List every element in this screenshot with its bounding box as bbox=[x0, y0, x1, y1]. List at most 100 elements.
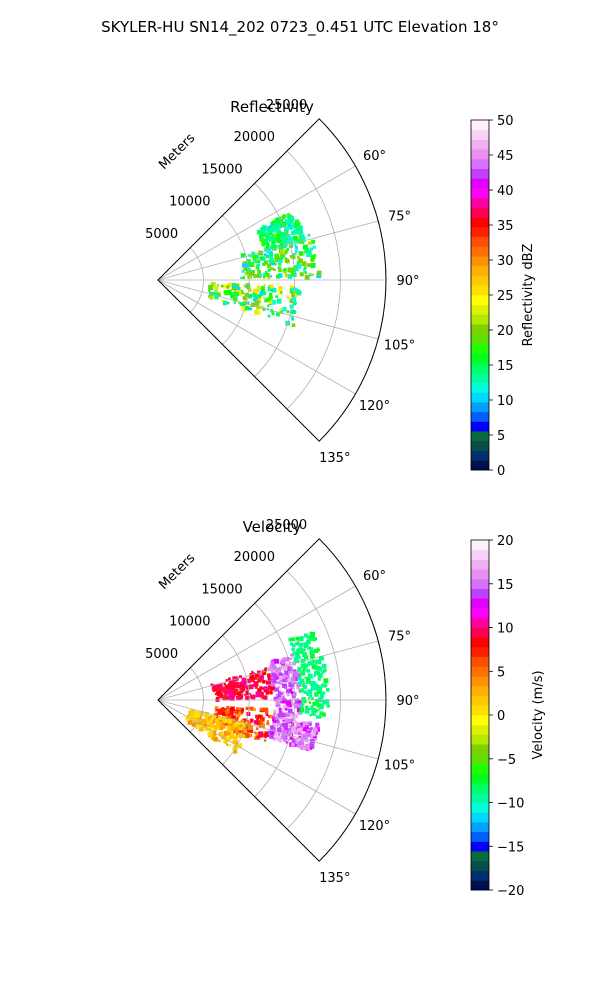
reflectivity-echo-cell bbox=[269, 233, 272, 236]
reflectivity-echo-cell bbox=[248, 288, 252, 292]
reflectivity-echo-cell bbox=[310, 255, 316, 260]
reflectivity-echo-cell bbox=[256, 305, 261, 310]
velocity-echo-cell bbox=[271, 659, 274, 662]
velocity-echo-cell bbox=[309, 714, 312, 717]
reflectivity-echo-cell bbox=[275, 221, 280, 227]
reflectivity-echo-cell bbox=[284, 219, 288, 222]
velocity-echo-cell bbox=[267, 673, 271, 678]
velocity-echo-cell bbox=[303, 726, 307, 730]
velocity-colorbar-tick-label: −15 bbox=[497, 840, 524, 855]
velocity-echo-cell bbox=[236, 721, 242, 727]
velocity-colorbar-segment bbox=[471, 656, 489, 667]
reflectivity-echo-cell bbox=[254, 300, 258, 304]
velocity-colorbar-tick-label: −20 bbox=[497, 884, 524, 899]
reflectivity-echo-cell bbox=[274, 253, 280, 259]
reflectivity-colorbar-segment bbox=[471, 246, 489, 257]
reflectivity-colorbar-segment bbox=[471, 421, 489, 432]
velocity-echo-cell bbox=[273, 696, 279, 702]
reflectivity-echo-cell bbox=[250, 254, 254, 258]
velocity-colorbar-segment bbox=[471, 559, 489, 570]
reflectivity-echo-cell bbox=[263, 283, 266, 287]
velocity-colorbar-segment bbox=[471, 783, 489, 794]
velocity-colorbar-segment bbox=[471, 676, 489, 687]
velocity-echo-cell bbox=[238, 733, 243, 738]
reflectivity-echo-cell bbox=[273, 244, 278, 249]
velocity-echo-cell bbox=[306, 679, 311, 684]
reflectivity-echo-cell bbox=[285, 251, 288, 254]
velocity-echo-cell bbox=[233, 735, 238, 740]
velocity-echo-cell bbox=[298, 681, 302, 685]
velocity-echo-cell bbox=[279, 701, 283, 704]
velocity-echo-cell bbox=[263, 689, 267, 693]
reflectivity-echo-cell bbox=[289, 288, 293, 291]
reflectivity-colorbar-tick-label: 40 bbox=[497, 184, 514, 199]
velocity-echo-cell bbox=[267, 677, 271, 681]
velocity-colorbar-segment bbox=[471, 763, 489, 774]
reflectivity-sector-frame bbox=[157, 118, 387, 442]
reflectivity-echo-cell bbox=[266, 245, 270, 249]
velocity-echo-cell bbox=[314, 648, 319, 653]
reflectivity-echo-cell bbox=[312, 245, 316, 249]
velocity-echo-cell bbox=[306, 726, 310, 729]
velocity-echo-cell bbox=[277, 736, 281, 741]
reflectivity-colorbar-segment bbox=[471, 440, 489, 451]
velocity-echo-cell bbox=[255, 732, 260, 737]
reflectivity-echo-cell bbox=[294, 220, 300, 226]
reflectivity-echo-cell bbox=[282, 214, 287, 218]
velocity-echo-cell bbox=[215, 687, 219, 691]
velocity-echo-cell bbox=[265, 691, 269, 695]
reflectivity-echo-cell bbox=[280, 291, 283, 294]
velocity-azimuth-tick-label: 120° bbox=[359, 819, 390, 834]
velocity-radial-unit-label: Meters bbox=[156, 551, 198, 593]
reflectivity-echo-cell bbox=[247, 268, 252, 272]
velocity-colorbar-segment bbox=[471, 744, 489, 755]
velocity-colorbar-segment bbox=[471, 588, 489, 599]
velocity-echo-cell bbox=[303, 685, 308, 690]
reflectivity-colorbar-segment bbox=[471, 382, 489, 393]
velocity-echo-cell bbox=[256, 727, 259, 730]
velocity-echo-cell bbox=[277, 733, 281, 736]
velocity-colorbar-segment bbox=[471, 831, 489, 842]
velocity-echo-cell bbox=[238, 711, 243, 716]
velocity-colorbar-tick-label: 10 bbox=[497, 622, 514, 637]
velocity-echo-cell bbox=[274, 687, 279, 692]
velocity-echo-cell bbox=[220, 727, 224, 731]
velocity-echo-cell bbox=[220, 687, 224, 690]
velocity-echo-cell bbox=[228, 683, 232, 687]
velocity-echo-cell bbox=[283, 677, 288, 683]
velocity-echo-cell bbox=[194, 716, 199, 721]
velocity-echo-cell bbox=[275, 669, 281, 675]
velocity-echo-cell bbox=[313, 687, 318, 691]
reflectivity-echo-cell bbox=[210, 282, 216, 287]
reflectivity-echo-cell bbox=[273, 268, 276, 272]
velocity-echo-cell bbox=[278, 738, 283, 743]
velocity-echo-cell bbox=[289, 681, 295, 687]
velocity-echo-cell bbox=[303, 663, 307, 666]
velocity-colorbar-segment bbox=[471, 880, 489, 891]
reflectivity-echo-cell bbox=[286, 310, 290, 314]
velocity-echo-cell bbox=[234, 728, 239, 732]
velocity-echo-cell bbox=[281, 733, 287, 739]
velocity-echo-cell bbox=[266, 722, 270, 726]
velocity-echo-cell bbox=[263, 707, 269, 713]
velocity-echo-cell bbox=[245, 690, 249, 694]
velocity-echo-cell bbox=[309, 694, 313, 698]
velocity-echo-cell bbox=[299, 688, 304, 693]
velocity-echo-cell bbox=[189, 714, 193, 718]
velocity-echo-cell bbox=[296, 703, 299, 706]
reflectivity-azimuth-tick-label: 60° bbox=[363, 149, 386, 164]
reflectivity-echo-cell bbox=[300, 236, 306, 242]
velocity-echo-cell bbox=[189, 713, 192, 716]
reflectivity-echo-cell bbox=[220, 284, 224, 288]
velocity-azimuth-gridline bbox=[157, 585, 356, 701]
velocity-echo-cell bbox=[225, 739, 228, 743]
velocity-colorbar-segment bbox=[471, 627, 489, 638]
velocity-colorbar-segment bbox=[471, 637, 489, 648]
reflectivity-echo-cell bbox=[256, 285, 261, 290]
velocity-colorbar-segment bbox=[471, 540, 489, 551]
velocity-echo-cell bbox=[310, 635, 315, 641]
velocity-echo-cell bbox=[240, 710, 244, 713]
reflectivity-echo-cell bbox=[212, 291, 216, 295]
velocity-echo-cell bbox=[295, 642, 299, 646]
velocity-echo-cell bbox=[288, 729, 292, 733]
